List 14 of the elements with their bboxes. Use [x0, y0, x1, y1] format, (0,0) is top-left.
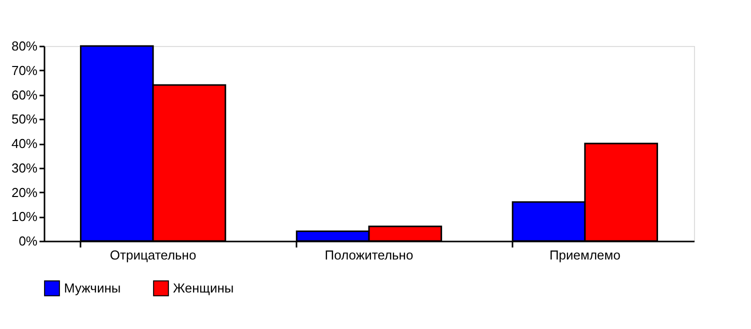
y-tick-label: 60%: [11, 87, 38, 102]
y-tick-label: 0%: [18, 234, 38, 248]
y-tick-label: 70%: [11, 62, 38, 78]
x-tick-label: Отрицательно: [110, 248, 196, 262]
y-tick-label: 80%: [11, 38, 38, 54]
x-tick-label: Положительно: [324, 248, 414, 262]
y-tick-label: 20%: [11, 184, 38, 200]
y-tick-label: 10%: [11, 209, 38, 224]
y-tick-label: 40%: [11, 136, 38, 151]
legend-label: Мужчины: [64, 280, 121, 296]
y-tick-label: 50%: [11, 112, 38, 127]
legend-label: Женщины: [173, 280, 234, 296]
y-tick-label: 30%: [11, 160, 38, 176]
x-tick-label: Приемлемо: [549, 248, 620, 262]
